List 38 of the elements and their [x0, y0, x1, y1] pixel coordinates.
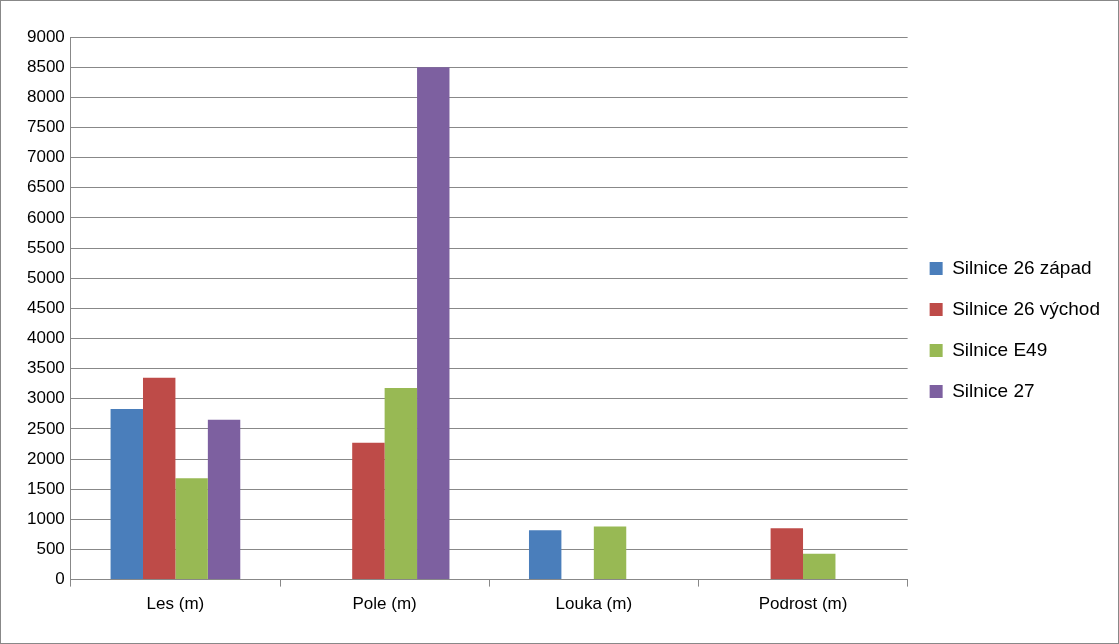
- bar: [175, 478, 208, 580]
- y-tick-label: 1000: [26, 509, 65, 528]
- y-tick-label: 3000: [26, 388, 65, 408]
- y-tick-label: 6500: [26, 177, 65, 197]
- bar: [142, 377, 176, 580]
- bar: [384, 387, 418, 580]
- bar: [770, 528, 804, 580]
- x-tick-label: Pole (m): [352, 594, 417, 614]
- legend-label: Silnice E49: [952, 338, 1048, 360]
- y-tick-label: 3500: [26, 358, 65, 378]
- bar: [417, 67, 450, 580]
- x-tick-label: Podrost (m): [758, 594, 848, 614]
- bar: [593, 526, 627, 580]
- bar: [528, 530, 562, 580]
- bar: [803, 553, 836, 580]
- bar: [352, 442, 385, 580]
- y-tick-label: 2500: [26, 418, 65, 438]
- legend-label: Silnice 26 východ: [952, 297, 1101, 319]
- y-tick-label: 4500: [26, 297, 65, 317]
- y-tick-label: 5500: [26, 237, 65, 257]
- x-tick-label: Les (m): [146, 594, 205, 614]
- y-tick-label: 0: [55, 569, 65, 589]
- legend-label: Silnice 27: [952, 379, 1035, 401]
- y-tick-label: 1500: [26, 478, 65, 498]
- y-tick-label: 9000: [26, 26, 65, 46]
- y-tick-label: 6000: [26, 207, 65, 227]
- bar: [207, 419, 241, 580]
- bar: [110, 408, 143, 580]
- y-tick-label: 7000: [26, 147, 65, 167]
- legend-label: Silnice 26 západ: [952, 256, 1092, 278]
- y-tick-label: 5000: [26, 267, 65, 287]
- y-tick-label: 2000: [26, 448, 65, 468]
- y-tick-label: 4000: [26, 328, 65, 348]
- x-tick-label: Louka (m): [555, 594, 633, 614]
- y-tick-label: 8000: [26, 86, 65, 106]
- y-tick-label: 7500: [26, 117, 65, 137]
- y-tick-label: 500: [36, 539, 65, 559]
- y-tick-label: 8500: [26, 56, 65, 76]
